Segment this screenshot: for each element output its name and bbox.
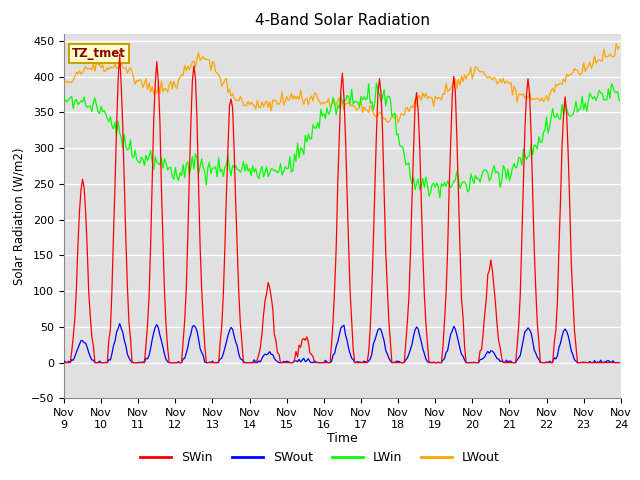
X-axis label: Time: Time xyxy=(327,432,358,445)
Text: TZ_tmet: TZ_tmet xyxy=(72,48,126,60)
Title: 4-Band Solar Radiation: 4-Band Solar Radiation xyxy=(255,13,430,28)
Y-axis label: Solar Radiation (W/m2): Solar Radiation (W/m2) xyxy=(12,147,26,285)
Legend: SWin, SWout, LWin, LWout: SWin, SWout, LWin, LWout xyxy=(135,446,505,469)
